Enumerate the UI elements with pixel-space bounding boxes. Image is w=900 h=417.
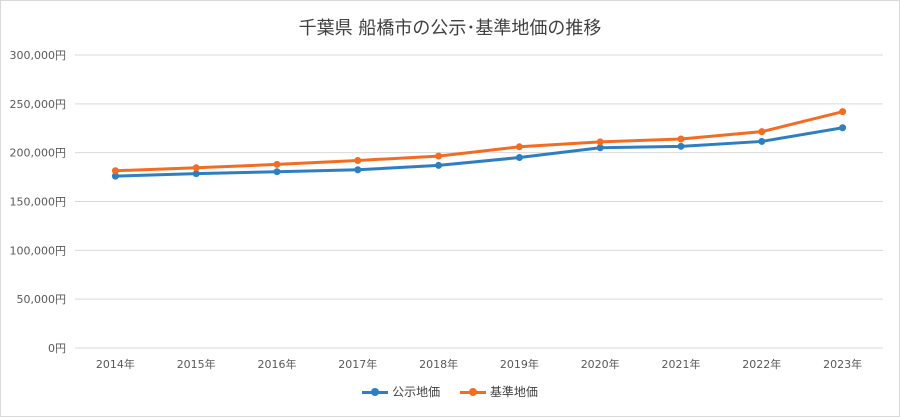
data-point (839, 108, 847, 116)
data-point (111, 167, 119, 175)
data-point (273, 160, 281, 168)
x-tick-label: 2017年 (338, 357, 377, 371)
y-tick-label: 250,000円 (10, 98, 67, 111)
y-tick-label: 0円 (48, 342, 66, 355)
data-point (758, 128, 766, 136)
data-point (677, 135, 685, 143)
y-tick-label: 200,000円 (10, 147, 67, 160)
data-point (596, 138, 604, 146)
data-point (192, 164, 200, 172)
legend-item-series-1: 公示地価 (362, 383, 440, 400)
data-point (354, 166, 362, 174)
legend-item-series-2: 基準地価 (459, 383, 538, 400)
x-axis-ticks: 2014年 2015年 2016年 2017年 2018年 2019年 2020年 2021年… (96, 357, 862, 371)
series-lines (113, 110, 845, 178)
legend-label-series-2: 基準地価 (489, 385, 538, 399)
y-axis-ticks: 0円 50,000円 100,000円 150,000円 200,000円 250,000… (10, 49, 67, 355)
data-point (192, 170, 200, 178)
series-line-2 (113, 110, 845, 173)
legend-label-series-1: 公示地価 (392, 385, 441, 399)
y-tick-label: 150,000円 (10, 196, 67, 209)
data-point (354, 156, 362, 164)
x-tick-label: 2016年 (258, 357, 297, 371)
y-tick-label: 100,000円 (10, 244, 67, 257)
data-point (435, 161, 443, 169)
data-point (111, 172, 119, 180)
x-tick-label: 2015年 (177, 357, 216, 371)
data-point (515, 154, 523, 162)
data-point (435, 152, 443, 160)
legend: 公示地価 基準地価 (0, 383, 900, 400)
legend-swatch-series-2 (459, 387, 486, 397)
series-points (111, 108, 847, 180)
legend-swatch-series-1 (362, 387, 389, 397)
y-tick-label: 50,000円 (17, 293, 67, 306)
x-tick-label: 2018年 (419, 357, 458, 371)
x-tick-label: 2021年 (662, 357, 701, 371)
gridlines (75, 54, 883, 349)
y-tick-label: 300,000円 (10, 49, 67, 62)
x-tick-label: 2019年 (500, 357, 539, 371)
series-line-1 (113, 126, 845, 178)
x-tick-label: 2023年 (823, 357, 862, 371)
data-point (515, 143, 523, 151)
data-point (596, 144, 604, 152)
x-tick-label: 2022年 (742, 357, 781, 371)
x-tick-label: 2020年 (581, 357, 620, 371)
data-point (273, 168, 281, 176)
data-point (677, 142, 685, 150)
x-tick-label: 2014年 (96, 357, 135, 371)
data-point (839, 124, 847, 132)
chart-title: 千葉県 船橋市の公示･基準地価の推移 (298, 18, 602, 39)
data-point (758, 137, 766, 145)
